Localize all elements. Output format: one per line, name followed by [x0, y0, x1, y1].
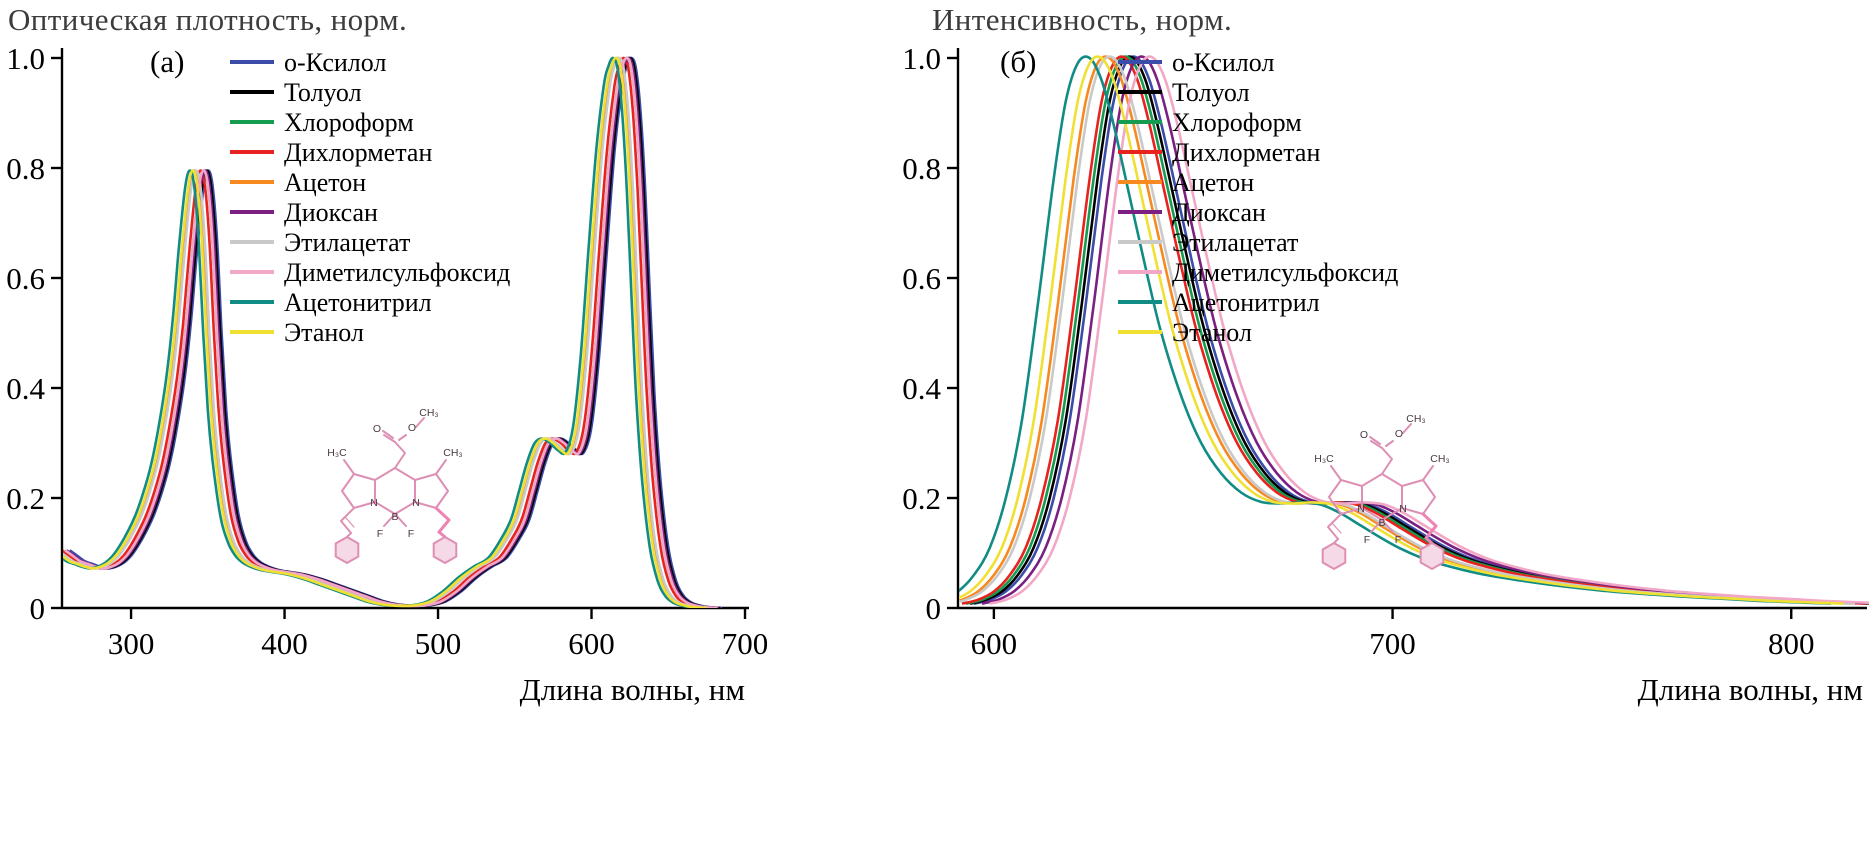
- series-Этилацетат: [959, 55, 1856, 605]
- molecule-inset-b: CH₃ O O H₃C CH₃ N N B F F: [1282, 396, 1482, 596]
- molecule-atom-labels: CH₃ O O H₃C CH₃ N N B F F: [1314, 413, 1449, 546]
- legend-label: Ацетон: [1172, 168, 1254, 197]
- x-tick-label: 300: [108, 626, 155, 661]
- y-tick-label: 0.4: [6, 371, 45, 406]
- f-right-label: F: [1395, 534, 1401, 546]
- h3c-left-label: H₃C: [1314, 453, 1334, 465]
- legend-label: о-Ксилол: [1172, 48, 1274, 77]
- panel-letter: (б): [1000, 44, 1036, 79]
- ester-o-label: O: [408, 422, 416, 434]
- legend-label: Ацетонитрил: [1172, 288, 1320, 317]
- legend-label: Толуол: [284, 78, 362, 107]
- molecule-bonds: [340, 417, 451, 539]
- x-tick-label: 400: [261, 626, 308, 661]
- legend-label: Хлороформ: [284, 108, 414, 137]
- series-curves: [959, 55, 1869, 605]
- legend-label: Этилацетат: [1172, 228, 1298, 257]
- panel-absorption: Оптическая плотность, норм. 300 400 500 600…: [0, 0, 820, 842]
- emission-axis-title: Интенсивность, норм.: [932, 2, 1233, 37]
- y-tick-label: 0.8: [902, 151, 941, 186]
- series-Дихлорметан: [961, 55, 1868, 605]
- panel-emission: Интенсивность, норм. 600 700 800 0 0.2 0.4 0.6…: [820, 0, 1873, 842]
- legend: о-КсилолТолуолХлороформДихлорметанАцетон…: [230, 48, 510, 347]
- ch3-right-label: CH₃: [443, 447, 462, 459]
- h3c-left-label: H₃C: [327, 447, 347, 459]
- n-right-label: N: [412, 497, 420, 509]
- molecule-inset-a: CH₃ O O H₃C CH₃ N N B F F: [295, 390, 495, 590]
- legend-label: Этилацетат: [284, 228, 410, 257]
- legend-label: Толуол: [1172, 78, 1250, 107]
- legend-label: о-Ксилол: [284, 48, 386, 77]
- carbonyl-o-label: O: [1360, 429, 1368, 441]
- series-Диметилсульфоксид: [64, 56, 718, 608]
- panel-letter: (а): [150, 44, 184, 79]
- absorption-axis-title: Оптическая плотность, норм.: [8, 2, 408, 37]
- y-tick-label: 0.6: [902, 261, 941, 296]
- legend-label: Диметилсульфоксид: [284, 258, 510, 287]
- y-tick-label: 0.4: [902, 371, 941, 406]
- y-tick-label: 1.0: [6, 41, 45, 76]
- bodipy-molecule-structure: CH₃ O O H₃C CH₃ N N B F F: [327, 407, 463, 565]
- x-axis-label: Длина волны, нм: [520, 672, 745, 707]
- bodipy-molecule-structure: CH₃ O O H₃C CH₃ N N B F F: [1314, 413, 1450, 571]
- legend: о-КсилолТолуолХлороформДихлорметанАцетон…: [1118, 48, 1398, 347]
- phenyl-rings: [1321, 541, 1445, 571]
- x-tick-label: 700: [722, 626, 769, 661]
- series-Ацетонитрил: [959, 55, 1832, 605]
- legend-label: Диметилсульфоксид: [1172, 258, 1398, 287]
- legend-label: Дихлорметан: [284, 138, 432, 167]
- boron-label: B: [1378, 517, 1385, 529]
- n-left-label: N: [1357, 503, 1365, 515]
- carbonyl-o-label: O: [373, 423, 381, 435]
- y-tick-label: 0.2: [6, 481, 45, 516]
- series-curves: [63, 56, 723, 608]
- n-right-label: N: [1399, 503, 1407, 515]
- legend-label: Этанол: [284, 318, 364, 347]
- legend-label: Диоксан: [1172, 198, 1266, 227]
- legend-label: Дихлорметан: [1172, 138, 1320, 167]
- legend-label: Ацетон: [284, 168, 366, 197]
- y-tick-label: 0.2: [902, 481, 941, 516]
- y-tick-label: 0.8: [6, 151, 45, 186]
- legend-label: Этанол: [1172, 318, 1252, 347]
- y-tick-label: 0: [926, 591, 942, 626]
- legend-label: Ацетонитрил: [284, 288, 432, 317]
- series-Этанол: [63, 56, 707, 608]
- series-Диметилсульфоксид: [989, 55, 1869, 605]
- ch3-right-label: CH₃: [1430, 453, 1449, 465]
- f-left-label: F: [1364, 534, 1370, 546]
- f-right-label: F: [408, 528, 414, 540]
- x-tick-label: 700: [1369, 626, 1416, 661]
- ch3-ester-label: CH₃: [1406, 413, 1425, 425]
- molecule-atom-labels: CH₃ O O H₃C CH₃ N N B F F: [327, 407, 462, 540]
- y-tick-label: 0.6: [6, 261, 45, 296]
- series-Этанол: [959, 55, 1844, 605]
- x-tick-label: 600: [568, 626, 615, 661]
- emission-chart: 600 700 800 0 0.2 0.4 0.6 0.8 1.0 о-КсилолТолуолХ…: [902, 41, 1869, 707]
- legend-label: Диоксан: [284, 198, 378, 227]
- x-tick-label: 800: [1768, 626, 1815, 661]
- ester-o-label: O: [1395, 428, 1403, 440]
- y-tick-label: 0: [30, 591, 46, 626]
- x-tick-label: 600: [971, 626, 1018, 661]
- y-tick-label: 1.0: [902, 41, 941, 76]
- x-tick-label: 500: [415, 626, 462, 661]
- axes: [947, 48, 1867, 619]
- x-axis-label: Длина волны, нм: [1638, 672, 1863, 707]
- absorption-chart: 300 400 500 600 700 0 0.2 0.4 0.6 0.8 1.0 о-КсилолТ…: [6, 41, 769, 707]
- ch3-ester-label: CH₃: [419, 407, 438, 419]
- f-left-label: F: [377, 528, 383, 540]
- axes: [51, 48, 749, 619]
- legend-label: Хлороформ: [1172, 108, 1302, 137]
- n-left-label: N: [370, 497, 378, 509]
- boron-label: B: [391, 511, 398, 523]
- phenyl-rings: [334, 535, 458, 565]
